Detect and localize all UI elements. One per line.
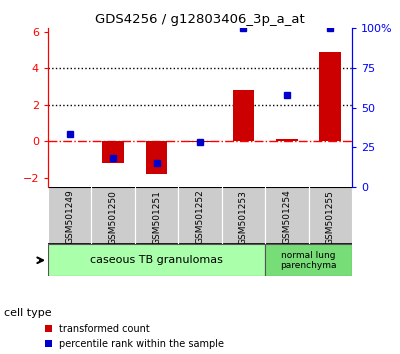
Bar (320, 52, 341, 141)
Bar (48, 244, 265, 276)
Text: GSM501254: GSM501254 (282, 190, 291, 244)
Bar (135, 187, 178, 244)
Bar (189, 141, 211, 142)
Bar (146, 141, 168, 174)
Text: GSM501251: GSM501251 (152, 190, 161, 245)
Bar (308, 187, 352, 244)
Text: GSM501250: GSM501250 (109, 190, 118, 245)
Title: GDS4256 / g12803406_3p_a_at: GDS4256 / g12803406_3p_a_at (95, 13, 305, 26)
Text: GSM501249: GSM501249 (65, 190, 74, 244)
Bar (102, 141, 124, 163)
Text: normal lung
parenchyma: normal lung parenchyma (280, 251, 337, 270)
Text: GSM501253: GSM501253 (239, 190, 248, 245)
Bar (222, 187, 265, 244)
Text: cell type: cell type (4, 308, 52, 318)
Bar (232, 90, 254, 141)
Bar (48, 187, 92, 244)
Legend: transformed count, percentile rank within the sample: transformed count, percentile rank withi… (45, 324, 224, 349)
Text: GSM501255: GSM501255 (326, 190, 335, 245)
Bar (265, 187, 308, 244)
Bar (276, 138, 298, 141)
Text: GSM501252: GSM501252 (196, 190, 204, 244)
Bar (265, 244, 352, 276)
Bar (92, 187, 135, 244)
Bar (178, 187, 222, 244)
Text: caseous TB granulomas: caseous TB granulomas (90, 255, 223, 265)
